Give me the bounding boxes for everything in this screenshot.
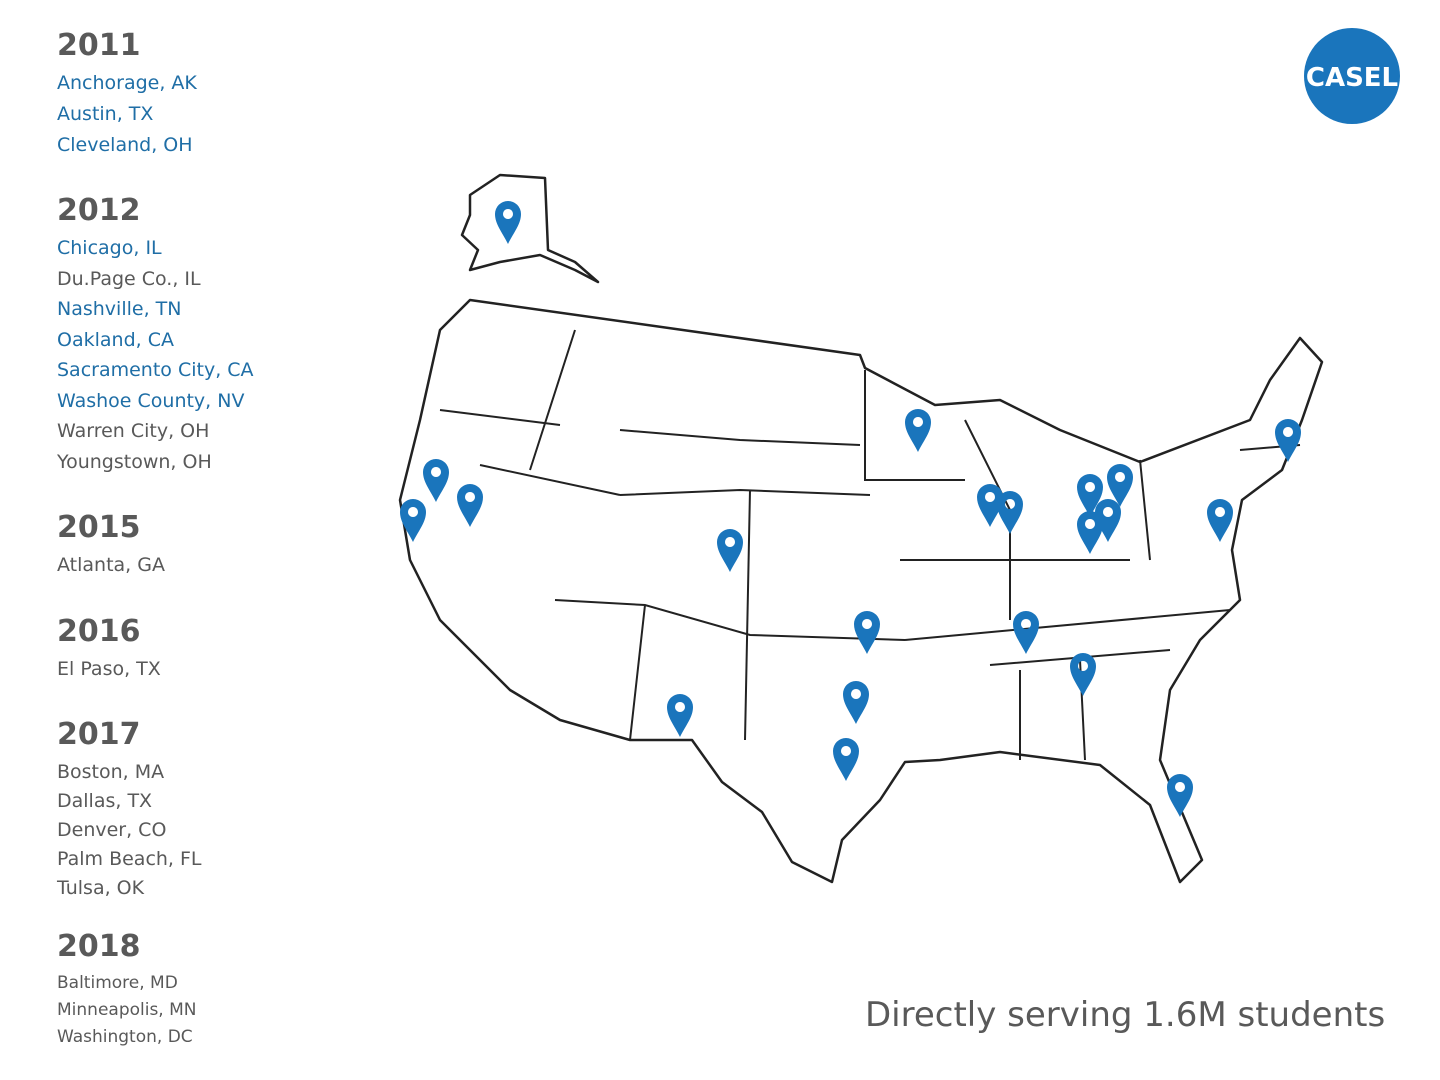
map-pin: [495, 201, 521, 244]
tagline: Directly serving 1.6M students: [865, 995, 1386, 1035]
city-name: Washoe County, NV: [57, 389, 245, 412]
map-pin: [1107, 464, 1133, 507]
year-heading: 2017: [57, 717, 141, 752]
city-name: Austin, TX: [57, 103, 154, 125]
city-name: Tulsa, OK: [57, 877, 145, 899]
city-name: Cleveland, OH: [57, 134, 193, 156]
year-heading: 2016: [57, 614, 141, 649]
year-heading: 2012: [57, 193, 141, 228]
city-name: Nashville, TN: [57, 298, 182, 320]
year-heading: 2018: [57, 929, 141, 964]
map-pin: [400, 499, 426, 542]
city-name: Palm Beach, FL: [57, 848, 202, 870]
city-name: Minneapolis, MN: [57, 1000, 197, 1020]
year-heading: 2015: [57, 510, 141, 545]
year-heading: 2011: [57, 28, 141, 63]
city-name: Anchorage, AK: [57, 72, 197, 94]
logo: CASEL: [1306, 63, 1398, 93]
city-name: El Paso, TX: [57, 658, 161, 680]
map-pin: [905, 409, 931, 452]
city-name: Dallas, TX: [57, 790, 153, 812]
city-name: Chicago, IL: [57, 237, 162, 259]
map-pin: [843, 681, 869, 724]
map-pin: [1070, 653, 1096, 696]
map-pin: [1275, 419, 1301, 462]
map-pin: [833, 738, 859, 781]
map-pin: [1077, 474, 1103, 517]
map-pin: [1077, 511, 1103, 554]
city-name: Sacramento City, CA: [57, 359, 254, 381]
map-pin: [1167, 774, 1193, 817]
city-name: Denver, CO: [57, 819, 167, 841]
map-pin: [423, 459, 449, 502]
city-name: Warren City, OH: [57, 420, 210, 442]
city-name: Atlanta, GA: [57, 554, 165, 576]
map-pin: [854, 611, 880, 654]
map-pin: [997, 491, 1023, 534]
alaska: [460, 173, 600, 284]
city-name: Du.Page Co., IL: [57, 267, 201, 290]
map-pin: [1013, 611, 1039, 654]
city-name: Youngstown, OH: [57, 450, 212, 473]
city-name: Baltimore, MD: [57, 973, 178, 993]
city-name: Washington, DC: [57, 1027, 193, 1047]
city-name: Oakland, CA: [57, 328, 174, 351]
map-pin: [667, 694, 693, 737]
map-pin: [457, 484, 483, 527]
map-pin: [1095, 499, 1121, 542]
map-pin: [717, 529, 743, 572]
map-pin: [1207, 499, 1233, 542]
map-pin: [977, 484, 1003, 527]
city-name: Boston, MA: [57, 761, 165, 783]
logo-badge: [1304, 28, 1400, 124]
